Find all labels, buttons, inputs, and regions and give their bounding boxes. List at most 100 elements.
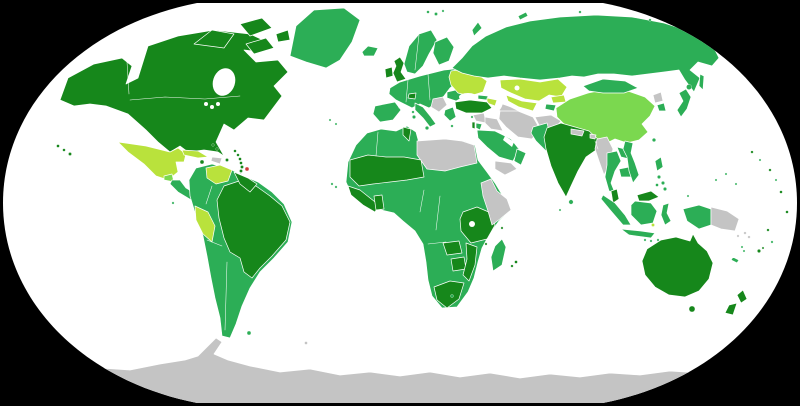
- region-vanuatu: [742, 249, 746, 253]
- region-brazil: [216, 179, 291, 279]
- region-crete: [450, 124, 454, 128]
- region-taiwan: [652, 138, 656, 142]
- region-iraq: [484, 116, 504, 132]
- region-pacific-island: [750, 150, 754, 154]
- persian-gulf: [503, 136, 514, 147]
- region-australia: [641, 233, 714, 298]
- region-japan: [676, 88, 692, 118]
- region-lesser-sunda: [643, 238, 647, 242]
- region-cape-verde: [334, 185, 338, 189]
- region-zambia: [442, 240, 463, 256]
- region-ireland: [384, 66, 394, 79]
- region-java: [620, 228, 656, 239]
- region-philippines: [663, 187, 667, 191]
- region-tajikistan: [544, 103, 557, 112]
- region-corsica: [411, 110, 415, 114]
- region-cuba: [181, 149, 209, 159]
- region-jamaica: [199, 159, 205, 165]
- region-palau: [686, 194, 690, 198]
- region-iceland: [361, 45, 379, 57]
- region-oman: [513, 148, 527, 166]
- region-fiji: [761, 246, 765, 250]
- region-malaysia-borneo: [636, 190, 660, 202]
- region-north-korea: [652, 91, 664, 104]
- region-india: [543, 122, 601, 198]
- region-pacific-island: [774, 178, 778, 182]
- region-sakhalin: [698, 73, 705, 91]
- border-line-africa: [375, 131, 447, 245]
- region-seychelles: [500, 226, 504, 230]
- region-lesser-antilles: [239, 161, 243, 165]
- region-north-america: [59, 29, 289, 157]
- region-italy: [414, 102, 437, 128]
- region-pacific-island: [768, 168, 772, 172]
- region-south-korea: [656, 102, 667, 112]
- region-new-siberian-islands: [578, 10, 582, 14]
- region-reunion: [510, 264, 514, 268]
- region-luzon: [654, 156, 664, 172]
- region-kalimantan: [630, 200, 658, 226]
- region-finland: [432, 36, 455, 66]
- region-pacific-island: [766, 228, 770, 232]
- region-mexico: [117, 141, 187, 181]
- region-sahel-belt: [349, 154, 425, 187]
- region-iran: [498, 110, 541, 140]
- region-vanuatu: [740, 245, 744, 249]
- region-cape-verde: [330, 182, 334, 186]
- region-pacific-island: [779, 190, 783, 194]
- region-tunisia: [402, 126, 412, 142]
- region-east-africa: [459, 206, 496, 244]
- region-new-caledonia: [730, 256, 740, 264]
- black-sea: [459, 93, 477, 101]
- border-line-north-america: [126, 61, 241, 101]
- region-micronesia: [714, 178, 718, 182]
- region-lesotho: [450, 294, 454, 298]
- region-greenland: [289, 7, 361, 69]
- region-madagascar: [490, 238, 507, 272]
- border-line-south-america: [205, 185, 228, 331]
- region-novaya-zemlya: [471, 21, 483, 37]
- region-hokkaido: [686, 84, 692, 90]
- region-malaysia-peninsula: [610, 188, 620, 204]
- region-micronesia: [724, 172, 728, 176]
- region-south-georgia: [304, 341, 308, 345]
- region-new-zealand: [724, 289, 748, 316]
- region-bahamas: [211, 143, 215, 147]
- region-mauritius: [514, 260, 518, 264]
- lake-victoria: [469, 221, 475, 227]
- region-svalbard: [441, 9, 445, 13]
- region-new-britain: [736, 234, 740, 238]
- region-bahamas: [215, 147, 219, 151]
- region-azores: [334, 122, 338, 126]
- region-azerbaijan: [486, 97, 498, 107]
- region-papua-new-guinea: [710, 206, 740, 232]
- region-barbados-red: [244, 166, 250, 172]
- region-horn-of-africa: [480, 178, 512, 226]
- region-svalbard: [434, 12, 438, 16]
- region-switzerland: [407, 92, 417, 100]
- great-lakes: [210, 105, 214, 109]
- region-antarctica: [3, 337, 797, 403]
- region-greece: [443, 106, 457, 122]
- region-iberia: [372, 101, 402, 123]
- region-scandinavia: [403, 29, 438, 75]
- region-sumatra: [600, 194, 632, 226]
- region-russia: [451, 14, 720, 93]
- region-canadian-arctic-islands: [193, 17, 291, 55]
- region-svalbard: [426, 10, 430, 14]
- border-line-europe: [396, 34, 431, 109]
- region-saudi-arabia: [476, 129, 520, 162]
- region-lesser-sunda: [649, 239, 653, 243]
- region-mongolia: [582, 78, 639, 94]
- region-philippines: [661, 181, 665, 185]
- region-thailand: [604, 150, 622, 194]
- region-israel: [471, 121, 476, 130]
- region-pacific-island: [758, 158, 762, 162]
- region-lesser-antilles: [239, 169, 243, 173]
- region-yemen: [494, 160, 518, 176]
- caspian-sea: [494, 89, 504, 111]
- region-kazakhstan: [499, 78, 568, 102]
- region-galapagos: [171, 201, 175, 205]
- hudson-bay: [212, 68, 236, 96]
- region-puerto-rico: [225, 158, 229, 162]
